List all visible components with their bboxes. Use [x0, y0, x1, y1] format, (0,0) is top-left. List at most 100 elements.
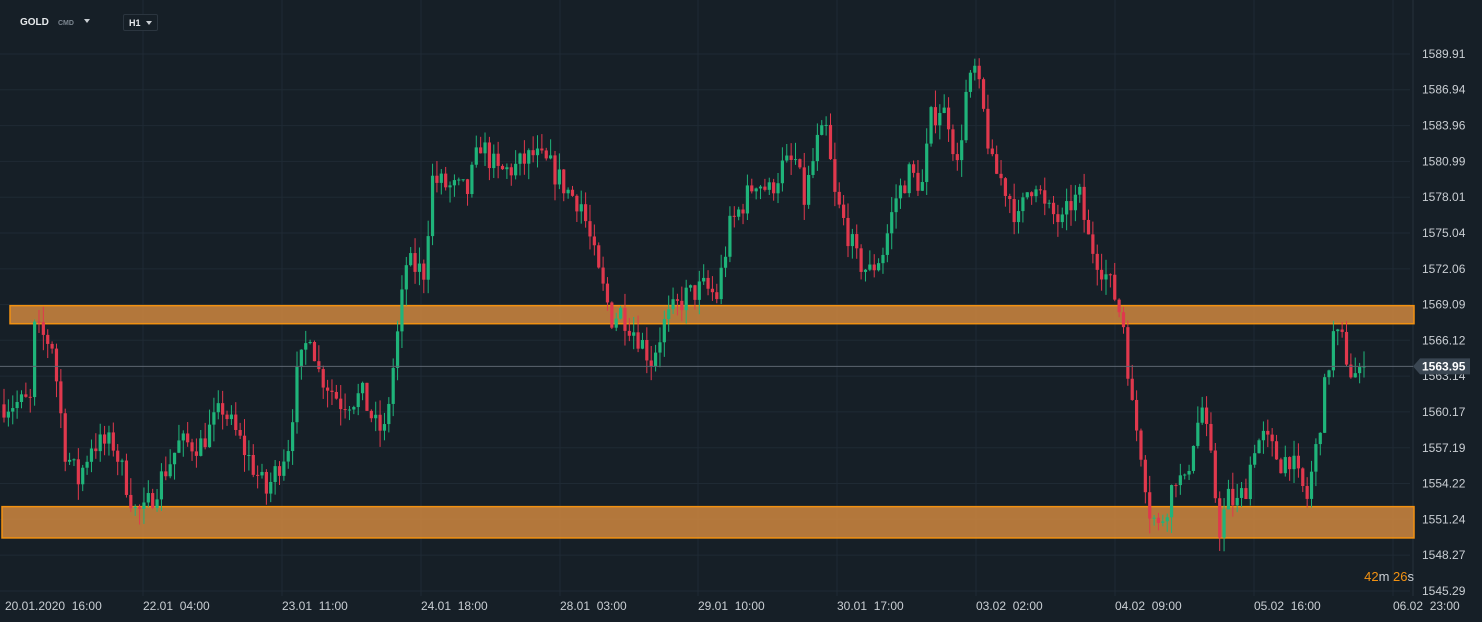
- candle-body: [601, 267, 605, 284]
- candle-body: [745, 185, 750, 214]
- support-zone[interactable]: [1, 505, 1415, 539]
- candle-body: [382, 424, 387, 431]
- candle-body: [597, 245, 601, 268]
- candle-body: [553, 155, 557, 185]
- candle-body: [1314, 444, 1318, 472]
- candle-body: [1353, 373, 1357, 378]
- price-tick-label: 1560.17: [1422, 405, 1466, 419]
- candle-body: [1169, 485, 1174, 518]
- candle-body: [863, 269, 868, 272]
- candle-body: [369, 410, 373, 419]
- candle-body: [859, 248, 863, 272]
- candle-body: [1358, 367, 1362, 374]
- candle-body: [837, 191, 841, 205]
- candle-body: [483, 142, 487, 154]
- candle-body: [242, 435, 247, 456]
- candle-body: [203, 438, 207, 448]
- candle-body: [977, 65, 981, 80]
- candle-body: [562, 169, 566, 194]
- candle-body: [544, 150, 548, 159]
- candle-body: [636, 332, 640, 349]
- candle-body: [785, 155, 789, 161]
- candle-body: [1078, 186, 1082, 195]
- candle-body: [1309, 471, 1314, 499]
- candle-body: [439, 173, 443, 183]
- candle-body: [435, 175, 439, 183]
- candle-body: [1191, 445, 1196, 471]
- candle-body: [1248, 464, 1252, 500]
- candle-body: [111, 432, 115, 451]
- candle-body: [1340, 329, 1344, 332]
- candle-body: [41, 322, 45, 335]
- candle-body: [470, 164, 474, 195]
- candle-body: [1143, 459, 1147, 493]
- symbol-label[interactable]: GOLD: [20, 17, 49, 28]
- countdown-seconds: 26: [1393, 569, 1408, 584]
- candle-body: [321, 369, 325, 388]
- candle-body: [815, 134, 819, 162]
- timeframe-label[interactable]: H1: [129, 18, 141, 28]
- candle-body: [750, 185, 754, 192]
- candle-body: [584, 204, 588, 222]
- countdown-minutes: 42: [1364, 569, 1379, 584]
- candle-body: [102, 434, 107, 444]
- candle-body: [728, 215, 732, 257]
- candle-body: [1126, 327, 1130, 379]
- timeframe-dropdown-icon[interactable]: [146, 21, 152, 25]
- candle-body: [640, 339, 645, 349]
- candle-body: [1349, 364, 1353, 378]
- candle-body: [352, 407, 356, 410]
- candle-body: [124, 460, 129, 495]
- time-axis[interactable]: 20.01.2020 16:00 22.01 04:00 23.01 11:00 24…: [5, 599, 1460, 613]
- symbol-dropdown-icon[interactable]: [84, 19, 90, 23]
- timeframe-selector[interactable]: [123, 14, 158, 31]
- candle-body: [868, 264, 872, 270]
- candle-body: [876, 263, 881, 271]
- candle-body: [903, 185, 907, 194]
- candle-body: [1253, 453, 1257, 465]
- candle-body: [592, 236, 596, 246]
- candle-body: [24, 394, 28, 397]
- candle-body: [1266, 430, 1270, 435]
- candle-body: [37, 321, 41, 323]
- candle-body: [67, 459, 72, 462]
- candle-body: [461, 179, 465, 181]
- candle-body: [1187, 470, 1191, 475]
- candle-body: [955, 154, 959, 161]
- price-tick-label: 1580.99: [1422, 154, 1466, 168]
- candle-body: [570, 189, 575, 196]
- candle-body: [1222, 509, 1226, 538]
- candle-body: [151, 493, 155, 508]
- candle-body: [1100, 269, 1104, 280]
- candle-body: [89, 448, 94, 462]
- candle-body: [1030, 192, 1034, 197]
- candle-body: [1196, 422, 1200, 446]
- candle-body: [465, 179, 470, 195]
- candle-body: [1274, 441, 1279, 460]
- time-tick-label: 28.01 03:00: [560, 599, 627, 613]
- candle-body: [159, 471, 164, 500]
- symbol-type-label[interactable]: CMD: [58, 20, 74, 27]
- candle-body: [772, 182, 776, 194]
- candle-body: [702, 277, 706, 282]
- candle-body: [680, 300, 684, 311]
- candle-body: [610, 302, 614, 328]
- candle-body: [11, 408, 15, 412]
- candle-body: [1065, 201, 1069, 215]
- candle-body: [59, 381, 63, 414]
- candle-body: [1213, 450, 1217, 499]
- price-axis[interactable]: 1589.91 1586.94 1583.96 1580.99 1578.01 1575.…: [1413, 47, 1470, 598]
- price-tick-label: 1569.09: [1422, 298, 1466, 312]
- candle-body: [658, 342, 662, 353]
- candle-body: [697, 281, 701, 300]
- candle-body: [256, 474, 260, 476]
- current-price-label: 1563.95: [1422, 359, 1466, 373]
- candle-body: [1156, 517, 1161, 523]
- candle-body: [715, 292, 719, 300]
- candle-body: [269, 481, 273, 494]
- chart-grid: [0, 0, 1414, 596]
- candle-body: [754, 188, 758, 192]
- resistance-zone[interactable]: [9, 304, 1415, 325]
- candle-body: [732, 215, 736, 217]
